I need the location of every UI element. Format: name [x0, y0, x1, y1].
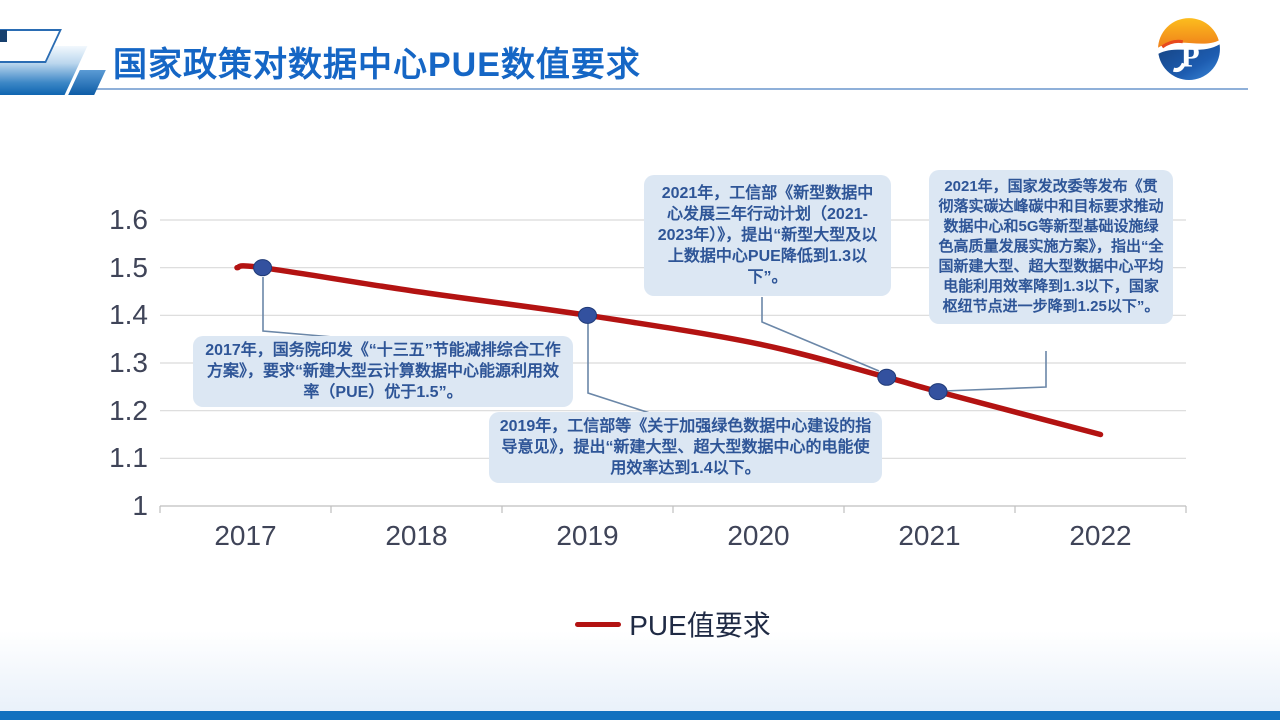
y-tick-label: 1.3 [109, 347, 148, 378]
y-tick-label: 1.4 [109, 299, 148, 331]
page-title: 国家政策对数据中心PUE数值要求 [113, 46, 641, 84]
legend-line-swatch [575, 621, 622, 627]
callout-2017-policy: 2017年，国务院印发《“十三五”节能减排综合工作方案》，要求“新建大型云计算数… [193, 336, 573, 407]
x-axis [159, 506, 1187, 513]
x-tick-label: 2022 [1069, 520, 1132, 551]
logo-red-accent [1161, 39, 1184, 49]
y-tick-label: 1.2 [109, 394, 148, 426]
chart-legend: PUE值要求 [160, 604, 1186, 644]
legend-label: PUE值要求 [629, 610, 771, 641]
company-globe-logo: P [1158, 18, 1220, 80]
callout-2019-policy: 2019年，工信部等《关于加强绿色数据中心建设的指导意见》，提出“新建大型、超大… [489, 412, 882, 483]
x-tick-label: 2018 [385, 520, 448, 551]
x-tick-label: 2017 [214, 520, 277, 551]
y-tick-label: 1.1 [109, 442, 148, 474]
data-point-markers [253, 259, 948, 401]
y-tick-label: 1.6 [109, 204, 148, 235]
data-point-marker [928, 383, 948, 401]
x-tick-label: 2021 [898, 520, 961, 551]
callout-2021-ndrc-policy: 2021年，国家发改委等发布《贯彻落实碳达峰碳中和目标要求推动数据中心和5G等新… [929, 170, 1173, 324]
data-point-marker [877, 368, 897, 386]
x-tick-label: 2019 [556, 520, 619, 551]
annotation-connectors [262, 277, 1047, 418]
bottom-accent-bar [0, 711, 1280, 720]
callout-2021-miit-policy: 2021年，工信部《新型数据中心发展三年行动计划（2021-2023年）》，提出… [644, 175, 891, 296]
x-tick-label: 2020 [727, 520, 790, 551]
y-tick-label: 1 [132, 490, 148, 521]
data-point-marker [578, 306, 597, 324]
logo-blue-hemisphere [1158, 42, 1220, 80]
y-tick-label: 1.5 [109, 251, 148, 283]
data-point-marker [253, 259, 273, 277]
title-underline [88, 88, 1248, 90]
header-decoration-chip [0, 30, 7, 42]
bottom-gradient [0, 631, 1280, 711]
logo-letter-tail [1172, 62, 1186, 73]
